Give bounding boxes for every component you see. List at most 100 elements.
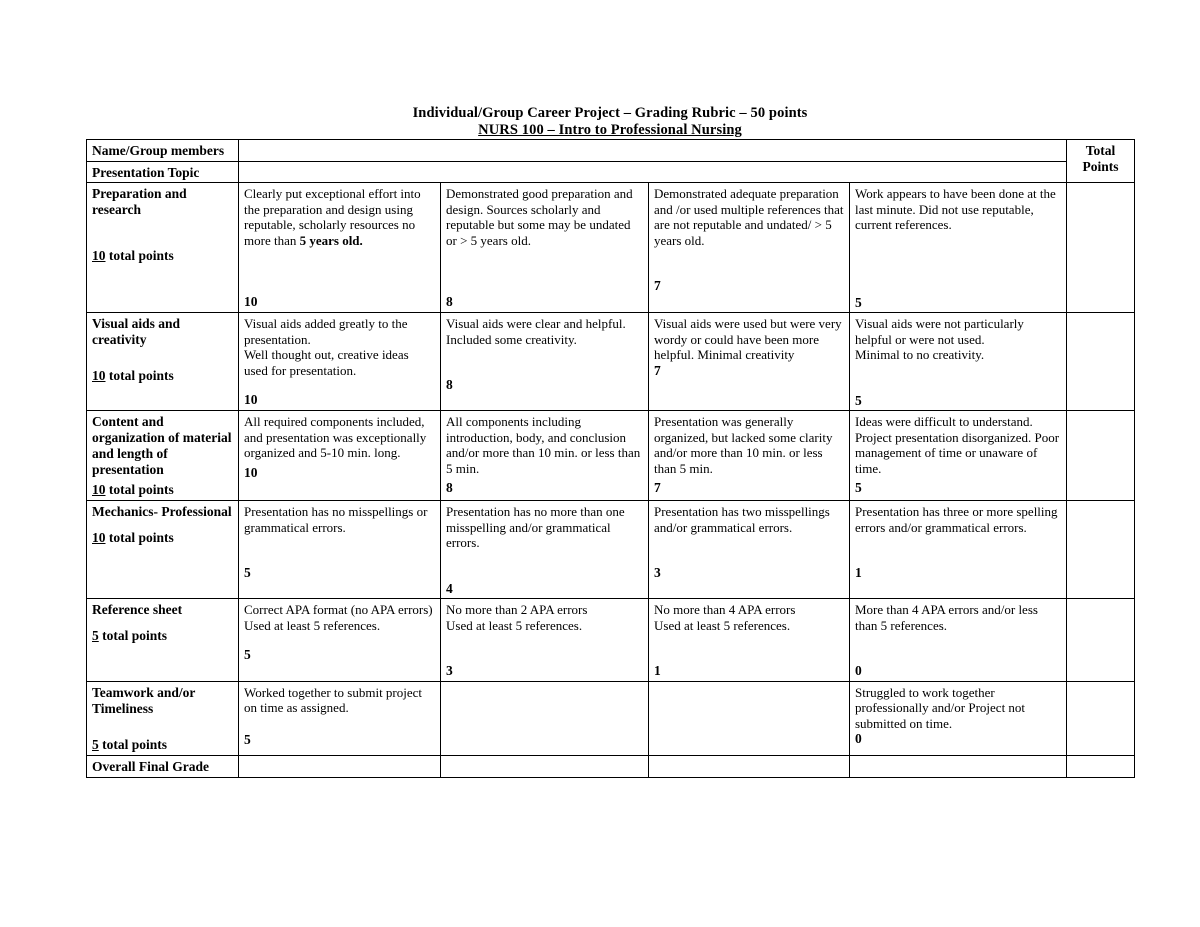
- performance-level-cell[interactable]: Ideas were difficult to understand. Proj…: [849, 410, 1067, 501]
- performance-level-cell[interactable]: Struggled to work together professionall…: [849, 680, 1067, 756]
- performance-level-cell[interactable]: [440, 680, 649, 756]
- performance-level-cell[interactable]: Presentation has no more than one misspe…: [440, 500, 649, 599]
- row-total-points-cell[interactable]: [1066, 500, 1135, 599]
- score-spacer: [446, 347, 643, 377]
- overall-final-grade-total-cell[interactable]: [1066, 754, 1135, 778]
- score-spacer: [855, 363, 1061, 393]
- total-points-label-line-1: Total: [1085, 143, 1116, 158]
- score-spacer: [244, 535, 435, 565]
- presentation-topic-value-cell[interactable]: [238, 160, 1067, 183]
- row-total-points-cell[interactable]: [1066, 680, 1135, 756]
- overall-final-grade-cell-2[interactable]: [440, 754, 649, 778]
- criterion-total-points: 5 total points: [92, 737, 233, 753]
- performance-level-description: Correct APA format (no APA errors) Used a…: [244, 602, 433, 633]
- performance-level-cell[interactable]: Presentation has two misspellings and/or…: [648, 500, 850, 599]
- performance-level-cell[interactable]: Clearly put exceptional effort into the …: [238, 182, 441, 313]
- row-total-points-cell[interactable]: [1066, 312, 1135, 411]
- performance-level-score: 8: [446, 294, 453, 309]
- criterion-name: Reference sheet: [92, 602, 183, 617]
- performance-level-score: 3: [654, 565, 661, 580]
- performance-level-emphasis: 5 years old.: [299, 232, 363, 248]
- performance-level-score: 5: [244, 731, 251, 747]
- performance-level-description: Presentation has three or more spelling …: [855, 504, 1058, 535]
- criterion-spacer: [92, 218, 233, 248]
- performance-level-score: 7: [654, 480, 661, 495]
- performance-level-description: Demonstrated good preparation and design…: [446, 186, 633, 248]
- overall-final-grade-row: Overall Final Grade: [86, 754, 1135, 778]
- row-total-points-cell[interactable]: [1066, 182, 1135, 313]
- performance-level-cell[interactable]: All components including introduction, b…: [440, 410, 649, 501]
- performance-level-description: Clearly put exceptional effort into the …: [244, 186, 421, 248]
- criterion-total-points: 10 total points: [92, 368, 233, 384]
- performance-level-description: Presentation was generally organized, bu…: [654, 414, 833, 476]
- score-spacer: [244, 716, 435, 732]
- performance-level-description: All components including introduction, b…: [446, 414, 641, 476]
- performance-level-description: Work appears to have been done at the la…: [855, 186, 1056, 232]
- performance-level-cell[interactable]: Visual aids added greatly to the present…: [238, 312, 441, 411]
- rubric-criterion-row: Visual aids and creativity 10 total point…: [86, 312, 1135, 411]
- name-group-label: Name/Group members: [92, 143, 225, 158]
- total-points-label-line-2: Points: [1082, 159, 1119, 174]
- row-total-points-cell[interactable]: [1066, 410, 1135, 501]
- criterion-name: Preparation and research: [92, 186, 187, 217]
- performance-level-cell[interactable]: Demonstrated good preparation and design…: [440, 182, 649, 313]
- row-total-points-cell[interactable]: [1066, 598, 1135, 682]
- criterion-total-points-suffix: total points: [105, 368, 174, 383]
- performance-level-cell[interactable]: Presentation has three or more spelling …: [849, 500, 1067, 599]
- score-spacer: [855, 535, 1061, 565]
- performance-level-cell[interactable]: No more than 4 APA errors Used at least 5…: [648, 598, 850, 682]
- performance-level-cell[interactable]: [648, 680, 850, 756]
- performance-level-description: Visual aids added greatly to the present…: [244, 316, 409, 378]
- criterion-cell: Content and organization of material and…: [86, 410, 239, 501]
- performance-level-cell[interactable]: Presentation was generally organized, bu…: [648, 410, 850, 501]
- score-spacer: [446, 633, 643, 663]
- criterion-total-points: 10 total points: [92, 248, 233, 264]
- performance-level-cell[interactable]: Visual aids were not particularly helpfu…: [849, 312, 1067, 411]
- score-spacer: [654, 633, 844, 663]
- performance-level-score: 5: [244, 565, 251, 580]
- performance-level-cell[interactable]: Visual aids were used but were very word…: [648, 312, 850, 411]
- performance-level-score: 0: [855, 663, 862, 678]
- page-title: Individual/Group Career Project – Gradin…: [86, 105, 1134, 139]
- criterion-name: Content and organization of material and…: [92, 414, 232, 477]
- overall-final-grade-cell-1[interactable]: [238, 754, 441, 778]
- performance-level-cell[interactable]: Work appears to have been done at the la…: [849, 182, 1067, 313]
- performance-level-score: 8: [446, 377, 453, 392]
- criterion-total-points-number: 5: [92, 736, 99, 752]
- performance-level-cell[interactable]: Worked together to submit project on tim…: [238, 680, 441, 756]
- name-group-row: Name/Group members Total Points: [86, 139, 1135, 183]
- performance-level-description: All required components included, and pr…: [244, 414, 427, 460]
- performance-level-cell[interactable]: More than 4 APA errors and/or less than …: [849, 598, 1067, 682]
- performance-level-cell[interactable]: All required components included, and pr…: [238, 410, 441, 501]
- performance-level-cell[interactable]: Visual aids were clear and helpful. Inclu…: [440, 312, 649, 411]
- presentation-topic-label: Presentation Topic: [92, 164, 200, 180]
- performance-level-score: 5: [244, 647, 251, 662]
- performance-level-cell[interactable]: No more than 2 APA errors Used at least 5…: [440, 598, 649, 682]
- overall-final-grade-cell-4[interactable]: [849, 754, 1067, 778]
- criterion-total-points-number: 10: [92, 368, 106, 383]
- performance-level-score: 10: [244, 294, 258, 309]
- performance-level-cell[interactable]: Correct APA format (no APA errors) Used a…: [238, 598, 441, 682]
- score-spacer: [446, 248, 643, 294]
- performance-level-description: Presentation has no more than one misspe…: [446, 504, 625, 550]
- performance-level-cell[interactable]: Presentation has no misspellings or gram…: [238, 500, 441, 599]
- rubric-criterion-row: Teamwork and/or Timeliness 5 total points…: [86, 680, 1135, 756]
- criterion-spacer: [92, 717, 233, 737]
- grading-rubric-table: Name/Group members Total Points Presenta…: [86, 139, 1135, 778]
- performance-level-description: Worked together to submit project on tim…: [244, 684, 423, 716]
- criterion-total-points: 5 total points: [92, 628, 233, 644]
- criterion-total-points-number: 10: [92, 248, 106, 263]
- performance-level-description: Ideas were difficult to understand. Proj…: [855, 414, 1060, 476]
- overall-final-grade-label-cell: Overall Final Grade: [86, 754, 239, 778]
- criterion-cell: Mechanics- Professional 10 total points: [86, 500, 239, 599]
- score-spacer: [244, 633, 435, 647]
- name-group-value-cell[interactable]: [238, 139, 1067, 162]
- criterion-spacer: [92, 618, 233, 628]
- criterion-cell: Preparation and research 10 total points: [86, 182, 239, 313]
- performance-level-score: 7: [654, 278, 661, 293]
- performance-level-cell[interactable]: Demonstrated adequate preparation and /o…: [648, 182, 850, 313]
- performance-level-score: 8: [446, 480, 453, 495]
- criterion-total-points-number: 5: [92, 628, 99, 643]
- overall-final-grade-cell-3[interactable]: [648, 754, 850, 778]
